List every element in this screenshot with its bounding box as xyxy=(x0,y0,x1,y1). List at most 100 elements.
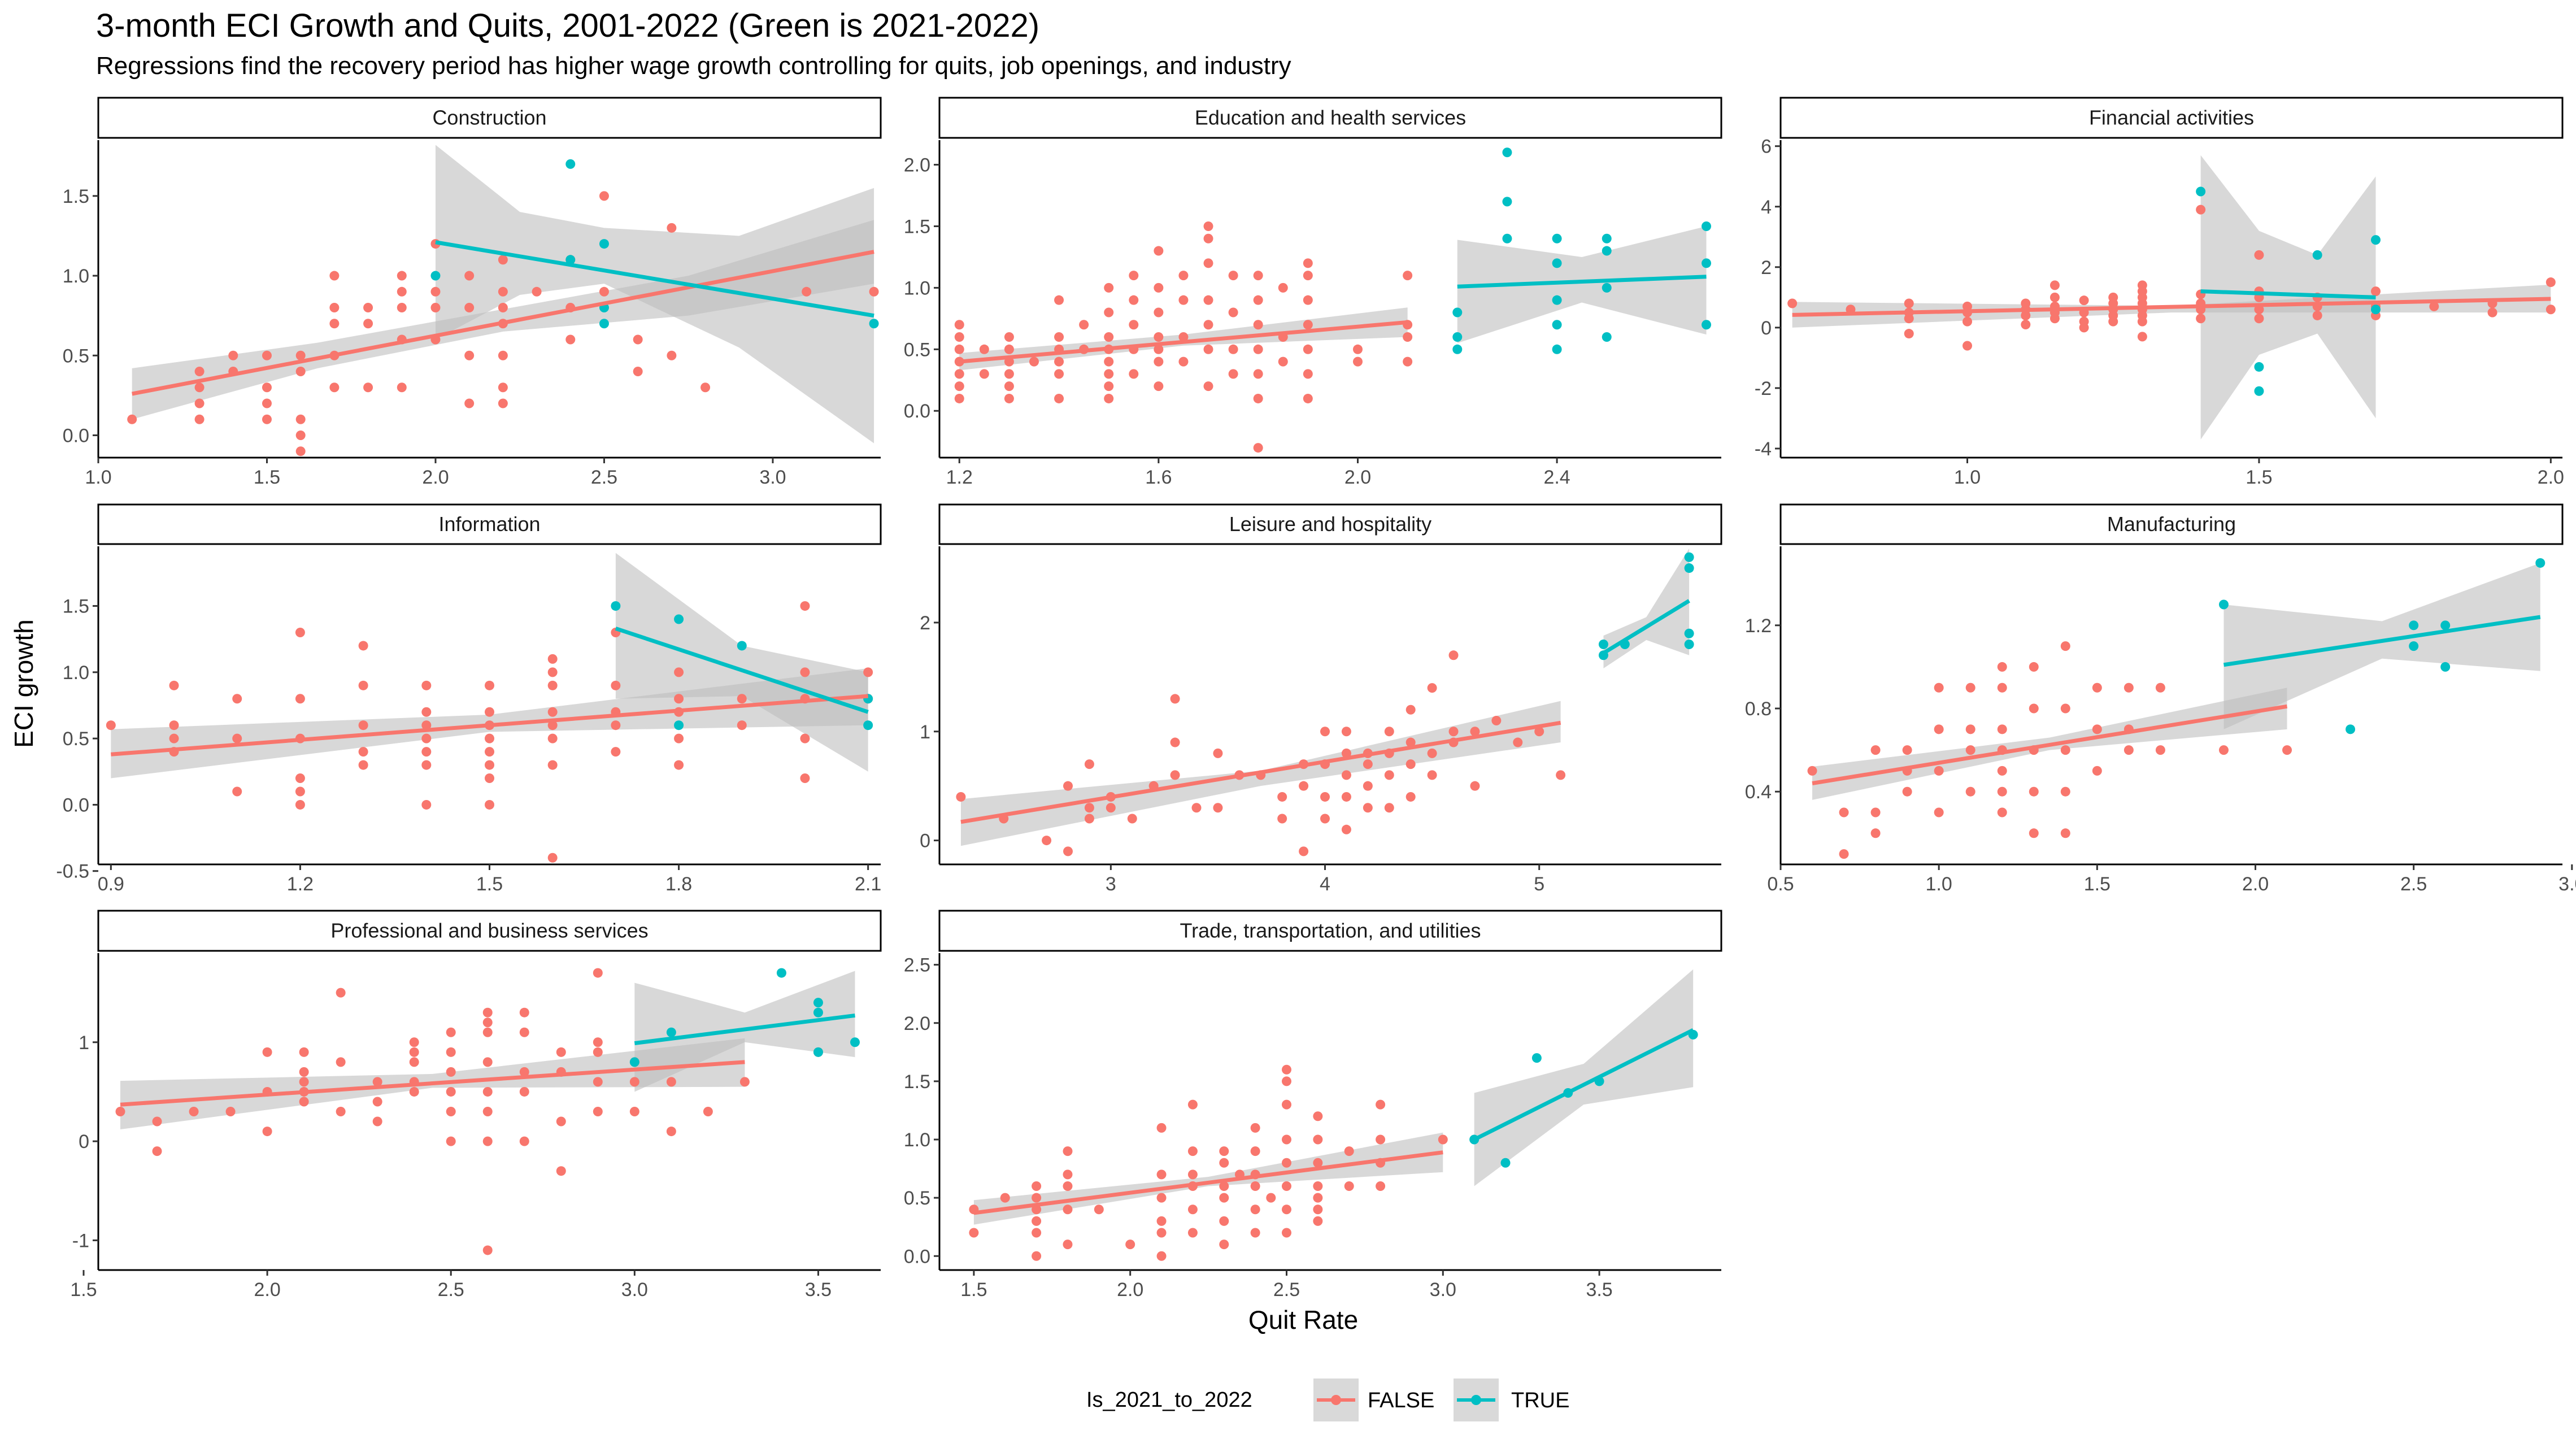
data-point-false xyxy=(169,680,179,690)
data-point-false xyxy=(397,303,407,313)
data-point-false xyxy=(498,382,508,393)
data-point-true xyxy=(629,1057,639,1067)
data-point-false xyxy=(1303,271,1313,281)
y-tick-label: -2 xyxy=(1755,378,1772,399)
y-tick-label: -4 xyxy=(1755,438,1772,460)
data-point-false xyxy=(1384,803,1394,813)
data-point-false xyxy=(299,1047,309,1057)
data-point-false xyxy=(1203,258,1213,268)
data-point-false xyxy=(1032,1193,1042,1203)
data-point-false xyxy=(485,799,494,810)
data-point-true xyxy=(869,319,879,329)
data-point-false xyxy=(547,707,558,717)
data-point-false xyxy=(1281,1064,1291,1075)
data-point-false xyxy=(556,1116,566,1127)
regression-line-true xyxy=(435,240,874,318)
data-point-false xyxy=(421,707,432,717)
data-point-false xyxy=(1313,1205,1323,1215)
data-point-true xyxy=(1502,197,1512,207)
data-point-false xyxy=(2124,745,2134,755)
data-point-false xyxy=(372,1077,382,1087)
data-point-false xyxy=(485,760,494,770)
y-tick-label: 1.0 xyxy=(63,662,89,684)
data-point-false xyxy=(565,334,576,345)
y-tick-label: 0.0 xyxy=(63,425,89,446)
data-point-false xyxy=(1534,727,1544,737)
data-point-false xyxy=(954,332,964,342)
y-tick-label: -0.5 xyxy=(56,861,89,882)
data-point-false xyxy=(2370,286,2381,297)
data-point-false xyxy=(1303,258,1313,268)
data-point-false xyxy=(666,1077,676,1087)
data-point-false xyxy=(1963,341,1973,351)
data-point-true xyxy=(565,255,576,265)
data-point-false xyxy=(1129,295,1139,305)
data-point-false xyxy=(482,1017,493,1028)
data-point-false xyxy=(446,1107,456,1116)
data-point-false xyxy=(869,286,879,297)
facet-strip xyxy=(938,503,1722,545)
data-point-true xyxy=(1502,233,1512,243)
data-point-false xyxy=(1250,1123,1260,1133)
data-point-false xyxy=(2050,314,2060,324)
data-point-false xyxy=(1376,1099,1386,1110)
y-tick-label: 0.5 xyxy=(63,728,89,750)
data-point-false xyxy=(1156,1169,1167,1180)
x-tick-label: 0.9 xyxy=(98,873,124,895)
data-point-true xyxy=(1452,332,1463,342)
data-point-false xyxy=(556,1047,566,1057)
y-tick-label: 1.5 xyxy=(904,1071,930,1093)
data-point-true xyxy=(565,159,576,169)
regression-line-true xyxy=(615,627,869,714)
data-point-false xyxy=(2079,295,2089,306)
data-point-false xyxy=(1156,1193,1167,1203)
data-point-false xyxy=(1156,1251,1167,1261)
data-point-false xyxy=(739,1077,750,1087)
data-point-false xyxy=(363,382,373,393)
data-point-true xyxy=(1702,320,1712,330)
y-tick-label: 1.0 xyxy=(63,266,89,287)
data-point-false xyxy=(421,799,432,810)
data-point-false xyxy=(329,303,340,313)
data-point-false xyxy=(519,1136,529,1146)
data-point-false xyxy=(1344,1181,1354,1191)
data-point-false xyxy=(194,398,204,408)
data-point-true xyxy=(666,1027,676,1037)
data-point-false xyxy=(295,366,306,376)
data-point-false xyxy=(446,1136,456,1146)
data-point-false xyxy=(1104,381,1114,392)
data-point-false xyxy=(1063,1169,1073,1180)
data-point-false xyxy=(299,1067,309,1077)
data-point-false xyxy=(194,366,204,376)
regression-line-false xyxy=(1792,297,2551,317)
data-point-true xyxy=(2254,362,2264,372)
data-point-false xyxy=(1125,1240,1135,1250)
data-point-false xyxy=(1313,1181,1323,1191)
data-point-false xyxy=(1156,1228,1167,1238)
data-point-false xyxy=(1997,786,2007,797)
data-point-false xyxy=(2487,307,2497,318)
data-point-true xyxy=(813,1007,823,1017)
data-point-false xyxy=(737,694,747,704)
data-point-false xyxy=(629,1077,639,1087)
data-point-false xyxy=(1079,320,1089,330)
data-point-false xyxy=(1406,792,1416,802)
data-point-false xyxy=(2312,310,2322,320)
data-point-false xyxy=(1156,1216,1167,1226)
y-tick-label: 2.5 xyxy=(904,955,930,976)
data-point-false xyxy=(482,1057,493,1067)
facet-panel: Manufacturing 0.4 0.8 1.2 0.5 1.0 1.5 2.0 2.5 3.0 xyxy=(1745,503,2576,895)
data-point-false xyxy=(127,414,137,424)
data-point-false xyxy=(482,1007,493,1017)
data-point-false xyxy=(1250,1205,1260,1215)
data-point-false xyxy=(1228,344,1238,354)
x-tick-label: 2.0 xyxy=(422,467,449,488)
data-point-false xyxy=(519,1067,529,1077)
data-point-false xyxy=(295,350,306,360)
data-point-false xyxy=(295,430,306,440)
facet-strip xyxy=(97,503,882,545)
data-point-false xyxy=(519,1027,529,1037)
data-point-false xyxy=(1063,1146,1073,1156)
data-point-false xyxy=(1187,1228,1198,1238)
data-point-false xyxy=(1127,814,1137,824)
